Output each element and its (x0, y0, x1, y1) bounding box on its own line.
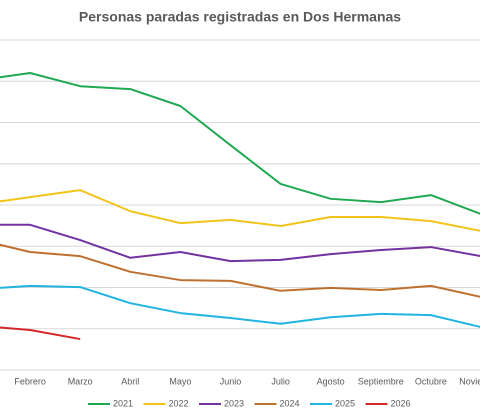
legend-label: 2023 (224, 398, 244, 408)
x-tick-label: Noviembre (459, 376, 480, 386)
plot-area: Febrero Marzo Abril Mayo Junio Julio Agosto Sep… (0, 39, 480, 386)
x-tick-label: Marzo (68, 376, 93, 386)
series-line (0, 326, 81, 341)
legend-label: 2021 (113, 398, 133, 408)
x-tick-label: Abril (121, 376, 139, 386)
x-tick-label: Septiembre (358, 376, 404, 386)
x-tick-label: Julio (271, 376, 290, 386)
series-line (0, 284, 480, 328)
legend-label: 2026 (391, 398, 411, 408)
legend-label: 2024 (280, 398, 300, 408)
legend-label: 2022 (169, 398, 189, 408)
x-tick-label: Junio (220, 376, 242, 386)
x-tick-label: Octubre (415, 376, 447, 386)
series-line (0, 243, 480, 298)
series-line (0, 189, 480, 232)
series-line (0, 72, 480, 215)
x-tick-label: Mayo (169, 376, 191, 386)
chart-title: Personas paradas registradas en Dos Herm… (79, 9, 401, 25)
legend-label: 2025 (335, 398, 355, 408)
x-tick-label: Agosto (317, 376, 345, 386)
x-tick-label: Febrero (14, 376, 46, 386)
series-line (0, 223, 480, 263)
